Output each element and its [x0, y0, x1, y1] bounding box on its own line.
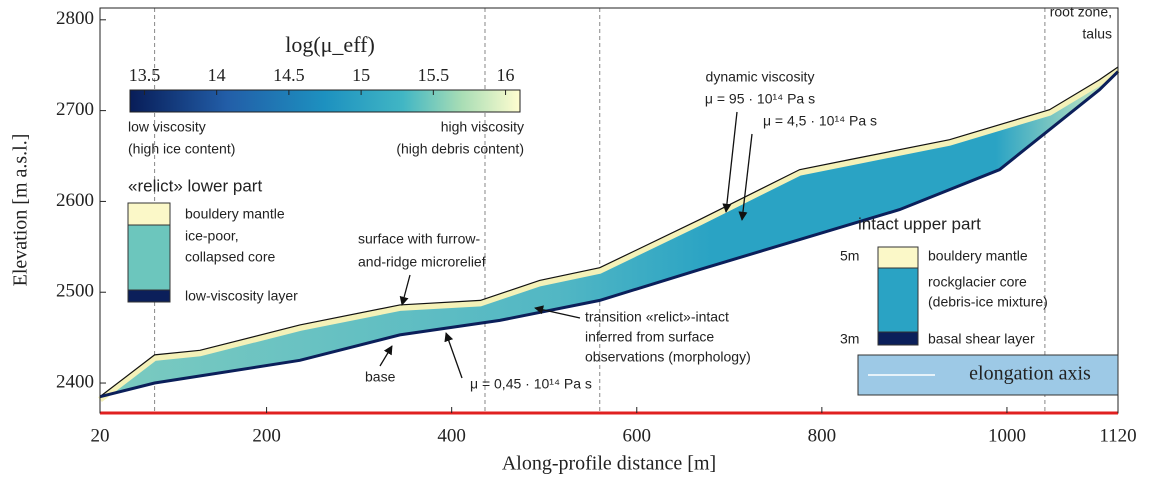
legend-swatch — [127, 202, 171, 226]
y-tick-label: 2800 — [56, 8, 94, 29]
annotation: and-ridge microrelief — [358, 254, 486, 270]
colorbar-title: log(μ_eff) — [285, 32, 375, 57]
colorbar-tick-label: 13.5 — [129, 65, 161, 85]
x-tick-label: 400 — [437, 425, 466, 446]
colorbar-high-label: high viscosity — [441, 119, 524, 135]
legend-swatch — [127, 289, 171, 303]
legend-title: «relict» lower part — [128, 176, 262, 195]
legend-label: rockglacier core — [928, 274, 1027, 290]
legend-label: bouldery mantle — [928, 248, 1028, 264]
colorbar-low-label: (high ice content) — [128, 141, 235, 157]
annotation-arrow — [444, 332, 463, 379]
surface-line — [99, 66, 1119, 398]
annotation: μ = 0,45 · 10¹⁴ Pa s — [470, 376, 592, 392]
annotation: inferred from surface — [585, 329, 714, 345]
legend-label: (debris-ice mixture) — [928, 294, 1048, 310]
legend-title: intact upper part — [858, 214, 981, 233]
colorbar — [129, 89, 521, 113]
y-tick-label: 2400 — [56, 371, 94, 392]
y-axis-title: Elevation [m a.s.l.] — [10, 134, 32, 287]
annotation-arrow — [399, 274, 411, 306]
legend-swatch — [877, 331, 919, 346]
colorbar-high-label: (high debris content) — [396, 141, 524, 157]
y-tick-label: 2700 — [56, 99, 94, 120]
legend-swatch — [877, 267, 919, 333]
colorbar-tick-label: 16 — [497, 65, 515, 85]
legend-label: low-viscosity layer — [185, 288, 298, 304]
colorbar-tick-label: 14 — [208, 65, 226, 85]
bouldery-mantle — [98, 67, 1120, 403]
x-tick-label: 800 — [808, 425, 837, 446]
legend-label: basal shear layer — [928, 331, 1035, 347]
annotation-arrow — [379, 345, 393, 367]
annotation: μ = 95 · 10¹⁴ Pa s — [705, 91, 815, 107]
colorbar-tick-label: 14.5 — [273, 65, 305, 85]
legend-swatch — [127, 224, 171, 291]
legend-label: bouldery mantle — [185, 206, 285, 222]
legend-scale: 3m — [840, 331, 859, 347]
annotation-arrow — [738, 133, 753, 221]
annotation: observations (morphology) — [585, 349, 751, 365]
annotation-arrow — [534, 305, 581, 319]
y-tick-label: 2600 — [56, 190, 94, 211]
x-tick-label: 20 — [91, 425, 110, 446]
annotation: root zone, — [1050, 4, 1112, 20]
annotation: dynamic viscosity — [706, 69, 815, 85]
colorbar-low-label: low viscosity — [128, 119, 206, 135]
y-tick-label: 2500 — [56, 281, 94, 302]
base-line — [99, 70, 1120, 399]
annotation: transition «relict»-intact — [585, 309, 729, 325]
annotation: talus — [1082, 26, 1112, 42]
elongation-label: elongation axis — [969, 363, 1091, 385]
annotation: surface with furrow- — [358, 231, 480, 247]
x-axis-title: Along-profile distance [m] — [502, 453, 716, 475]
legend-label: ice-poor, — [185, 228, 239, 244]
colorbar-tick-label: 15 — [352, 65, 370, 85]
x-tick-label: 200 — [252, 425, 281, 446]
annotation: μ = 4,5 · 10¹⁴ Pa s — [763, 113, 877, 129]
x-tick-label: 1120 — [1099, 425, 1136, 446]
legend-scale: 5m — [840, 248, 859, 264]
legend-label: collapsed core — [185, 249, 275, 265]
colorbar-tick-label: 15.5 — [418, 65, 450, 85]
annotation: base — [365, 369, 396, 385]
x-tick-label: 600 — [623, 425, 652, 446]
annotation-arrow — [722, 111, 738, 213]
legend-swatch — [877, 246, 919, 269]
x-tick-label: 1000 — [988, 425, 1026, 446]
